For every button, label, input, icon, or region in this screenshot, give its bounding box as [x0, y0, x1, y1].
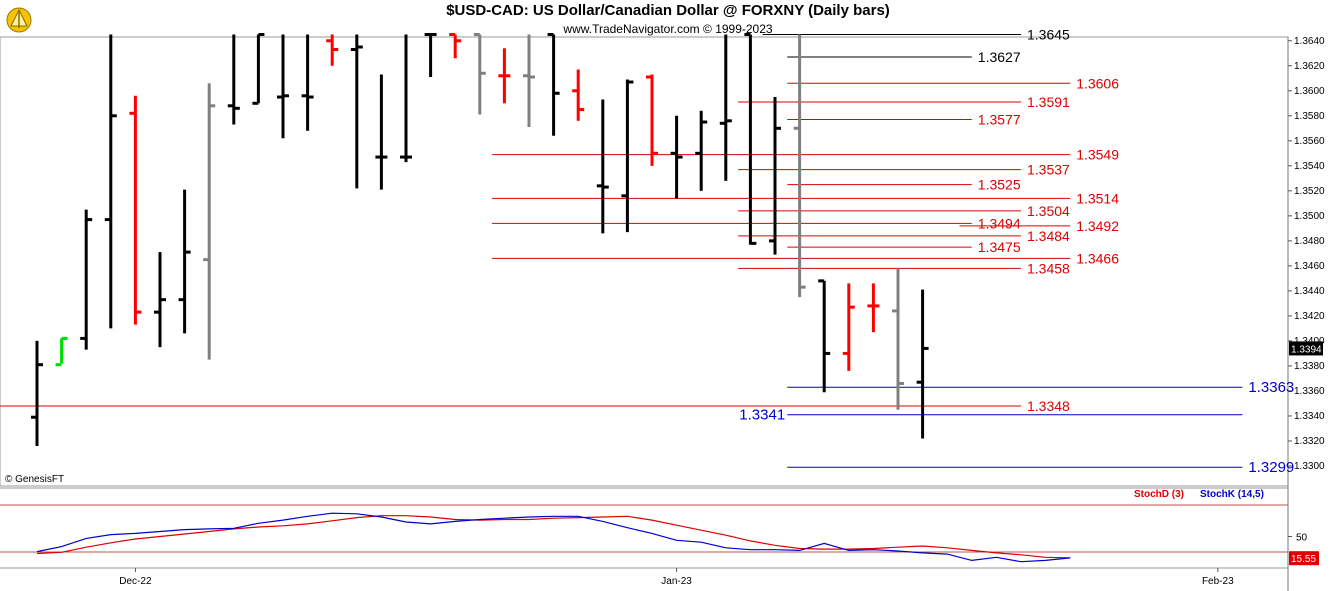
- copyright-notice: © GenesisFT: [5, 474, 65, 485]
- y-tick-label: 1.3320: [1294, 436, 1325, 447]
- stoch-y-tick-label: 50: [1296, 533, 1308, 544]
- level-label: 1.3504: [1027, 203, 1070, 219]
- level-label: 1.3341: [739, 407, 785, 424]
- stoch-line: [36, 515, 1071, 559]
- level-label: 1.3484: [1027, 228, 1070, 244]
- level-label: 1.3591: [1027, 94, 1070, 110]
- level-label: 1.3537: [1027, 162, 1070, 178]
- stoch-last-box: [1289, 551, 1319, 566]
- level-label: 1.3645: [1027, 26, 1070, 42]
- y-tick-label: 1.3580: [1294, 111, 1325, 122]
- y-tick-label: 1.3380: [1294, 361, 1325, 372]
- chart-subtitle: www.TradeNavigator.com © 1999-2023: [563, 22, 773, 36]
- x-tick-label: Feb-23: [1202, 576, 1234, 587]
- y-tick-label: 1.3540: [1294, 161, 1325, 172]
- level-label: 1.3492: [1076, 218, 1119, 234]
- stoch-line: [36, 512, 1071, 563]
- y-tick-label: 1.3640: [1294, 36, 1325, 47]
- stoch-last-label: 15.55: [1291, 554, 1316, 565]
- last-price-box: [1289, 341, 1323, 356]
- y-tick-label: 1.3300: [1294, 461, 1325, 472]
- level-label: 1.3363: [1248, 379, 1294, 396]
- level-label: 1.3475: [978, 239, 1021, 255]
- stochk-legend: StochK (14,5): [1200, 489, 1264, 500]
- level-label: 1.3606: [1076, 75, 1119, 91]
- y-tick-label: 1.3620: [1294, 61, 1325, 72]
- y-tick-label: 1.3460: [1294, 261, 1325, 272]
- level-label: 1.3577: [978, 112, 1021, 128]
- y-tick-label: 1.3440: [1294, 286, 1325, 297]
- level-label: 1.3549: [1076, 147, 1119, 163]
- y-tick-label: 1.3500: [1294, 211, 1325, 222]
- y-tick-label: 1.3400: [1294, 336, 1325, 347]
- level-label: 1.3525: [978, 177, 1021, 193]
- level-label: 1.3466: [1076, 250, 1119, 266]
- y-tick-label: 1.3340: [1294, 411, 1325, 422]
- y-tick-label: 1.3560: [1294, 136, 1325, 147]
- stochd-legend: StochD (3): [1134, 489, 1184, 500]
- y-tick-label: 1.3600: [1294, 86, 1325, 97]
- x-tick-label: Jan-23: [661, 576, 692, 587]
- y-tick-label: 1.3420: [1294, 311, 1325, 322]
- level-label: 1.3627: [978, 49, 1021, 65]
- level-label: 1.3494: [978, 215, 1021, 231]
- y-tick-label: 1.3480: [1294, 236, 1325, 247]
- y-tick-label: 1.3520: [1294, 186, 1325, 197]
- level-label: 1.3348: [1027, 398, 1070, 414]
- y-tick-label: 1.3360: [1294, 386, 1325, 397]
- chart-title: $USD-CAD: US Dollar/Canadian Dollar @ FO…: [446, 2, 890, 19]
- last-price-label: 1.3394: [1291, 344, 1322, 355]
- level-label: 1.3458: [1027, 260, 1070, 276]
- trade-navigator-logo-icon: [2, 2, 36, 36]
- level-label: 1.3299: [1248, 459, 1294, 476]
- x-tick-label: Dec-22: [119, 576, 152, 587]
- level-label: 1.3514: [1076, 190, 1119, 206]
